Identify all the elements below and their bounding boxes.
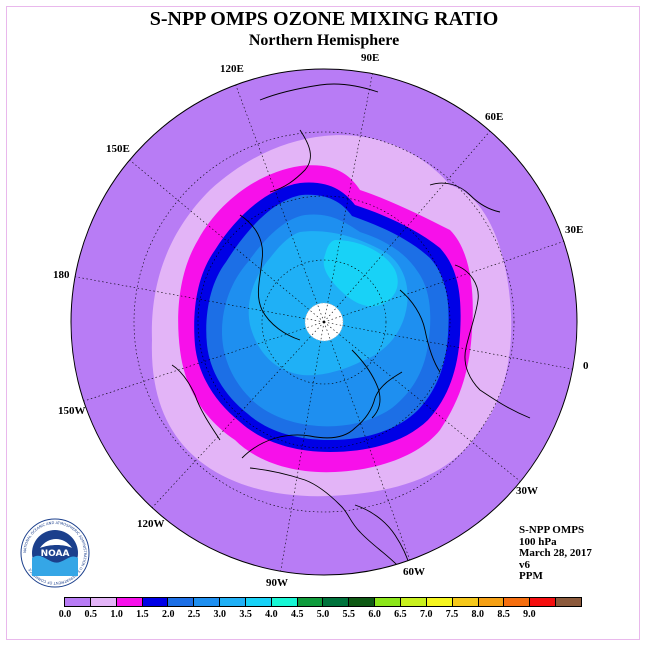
colorbar-tick-label: 0.5	[84, 609, 98, 620]
graticule	[71, 70, 577, 575]
colorbar-swatch	[271, 598, 298, 606]
colorbar-tick-label: 6.5	[394, 609, 407, 620]
info-version: v6	[519, 558, 530, 571]
colorbar-swatch	[168, 598, 195, 606]
lon-label-150e: 150E	[106, 143, 130, 155]
colorbar-tick-label: 9.0	[523, 609, 536, 620]
ozone-band-3.5	[323, 240, 398, 307]
colorbar-swatch	[116, 598, 143, 606]
colorbar-swatch	[349, 598, 376, 606]
lon-label-30e: 30E	[565, 224, 584, 236]
lon-label-120w: 120W	[137, 518, 165, 530]
info-level: 100 hPa	[519, 535, 557, 548]
lon-label-0: 0	[583, 360, 589, 372]
colorbar-tick-labels: 0.0 0.5 1.0 1.5 2.0 2.5 3.0 3.5 4.0 4.5 5.0 5.5 6.0 6…	[0, 609, 648, 623]
map-subtitle: Northern Hemisphere	[248, 32, 400, 49]
colorbar-swatch	[375, 598, 401, 606]
map-title: S-NPP OMPS OZONE MIXING RATIO	[149, 8, 499, 30]
colorbar-swatch	[556, 598, 581, 606]
colorbar-tick-label: 0.0	[58, 609, 72, 620]
colorbar-tick-label: 8.5	[497, 609, 510, 620]
colorbar-tick-label: 8.0	[471, 609, 485, 620]
colorbar-tick-label: 5.0	[316, 609, 330, 620]
colorbar-swatch	[142, 598, 169, 606]
colorbar-swatch	[400, 598, 427, 606]
colorbar-swatch	[426, 598, 453, 606]
noaa-logo: NATIONAL OCEANIC AND ATMOSPHERIC ADMINIS…	[20, 518, 90, 588]
colorbar-swatch	[65, 598, 91, 606]
colorbar-tick-label: 4.5	[290, 609, 304, 620]
colorbar-swatch	[194, 598, 221, 606]
colorbar-swatch	[504, 598, 531, 606]
lon-label-150w: 150W	[58, 405, 86, 417]
lon-label-60e: 60E	[485, 111, 504, 123]
colorbar-tick-label: 1.5	[136, 609, 149, 620]
page-frame	[6, 6, 640, 640]
colorbar-swatch	[245, 598, 272, 606]
info-instrument: S-NPP OMPS	[519, 524, 585, 536]
lon-label-90w: 90W	[266, 577, 288, 589]
colorbar-tick-label: 7.0	[419, 609, 433, 620]
lon-label-30w: 30W	[516, 485, 538, 497]
colorbar-tick-label: 3.5	[239, 609, 252, 620]
colorbar-swatch	[90, 598, 117, 606]
colorbar-tick-label: 7.5	[445, 609, 459, 620]
colorbar-tick-label: 5.5	[342, 609, 356, 620]
lon-label-180: 180	[53, 269, 70, 281]
colorbar-swatch	[220, 598, 246, 606]
colorbar-tick-label: 2.0	[161, 609, 175, 620]
colorbar-tick-label: 3.0	[213, 609, 227, 620]
colorbar-tick-label: 6.0	[368, 609, 381, 620]
colorbar-tick-label: 1.0	[110, 609, 123, 620]
colorbar-swatch	[323, 598, 350, 606]
colorbar-swatch	[478, 598, 505, 606]
colorbar-tick-label: 2.5	[187, 609, 201, 620]
lon-label-90e: 90E	[361, 52, 380, 64]
map-boundary	[70, 68, 578, 576]
colorbar-tick-label: 4.0	[265, 609, 278, 620]
colorbar-swatch	[452, 598, 479, 606]
info-units: PPM	[519, 570, 543, 582]
info-block: S-NPP OMPS 100 hPa March 28, 2017 v6 PPM	[519, 524, 592, 583]
noaa-logo-text: NOAA	[41, 549, 70, 559]
lon-label-120e: 120E	[220, 63, 244, 75]
info-date: March 28, 2017	[519, 547, 592, 559]
lon-label-60w: 60W	[403, 566, 425, 578]
colorbar	[64, 597, 582, 607]
colorbar-swatch	[530, 598, 557, 606]
colorbar-swatch	[297, 598, 324, 606]
